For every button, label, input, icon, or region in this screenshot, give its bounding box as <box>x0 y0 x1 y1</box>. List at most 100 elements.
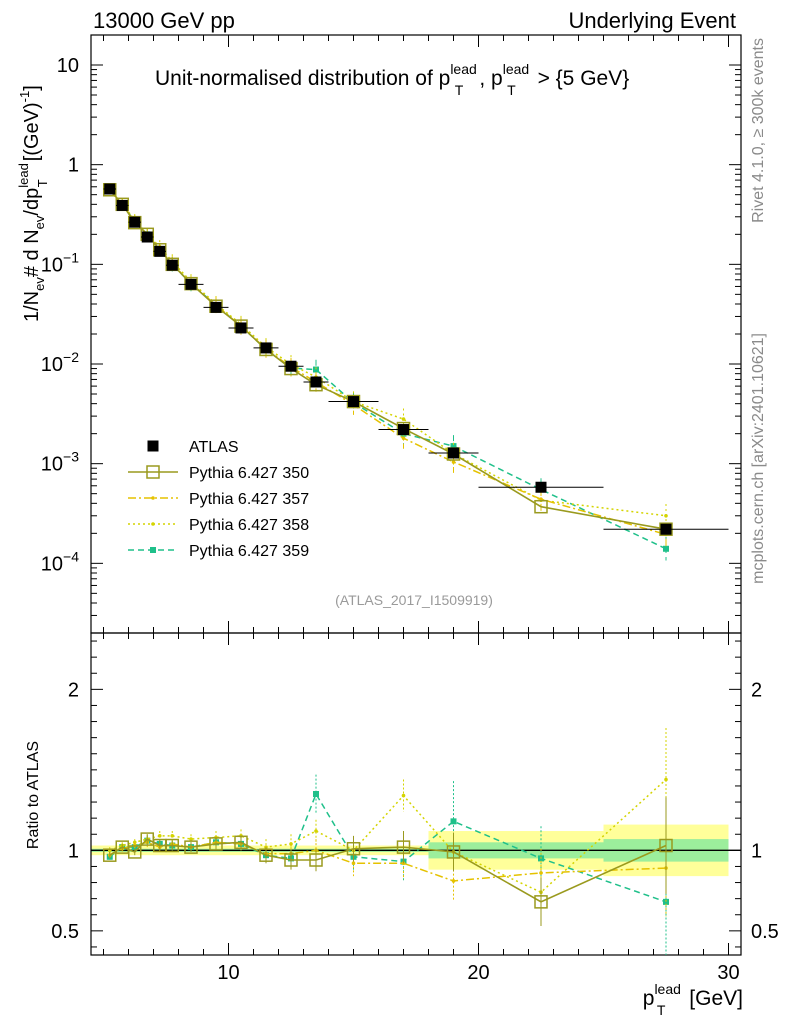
legend-marker <box>151 496 155 500</box>
legend-label: Pythia 6.427 357 <box>189 491 309 508</box>
y-tick-mantissa: 10 <box>41 354 63 376</box>
ratio-point-p350 <box>234 835 248 850</box>
xlabel-unit: [GeV] <box>683 987 743 1010</box>
y-tick-label: 10−1 <box>41 249 79 276</box>
legend-item-atlas: ATLAS <box>147 439 239 456</box>
y-tick-mantissa: 1 <box>68 155 79 177</box>
ylabel-b: ev <box>32 277 47 291</box>
y-tick-label: 10−3 <box>41 449 79 476</box>
plot-title: Unit-normalised distribution of plead T, … <box>155 61 629 98</box>
ratio-point-p357 <box>351 861 356 866</box>
ratio-point-p350 <box>184 840 198 854</box>
ratio-line-p358 <box>109 778 667 894</box>
point-p357 <box>451 460 456 464</box>
ratio-y-tick-label-left: 1 <box>68 840 79 862</box>
point-atlas <box>185 278 197 290</box>
point-atlas <box>310 376 322 388</box>
ratio-point-p358 <box>664 777 668 782</box>
title-text: Unit-normalised distribution of p <box>155 67 450 90</box>
legend: ATLAS Pythia 6.427 350 Pythia 6.427 357 Pyt… <box>128 439 309 560</box>
point-atlas <box>104 183 116 195</box>
legend-item-p359: Pythia 6.427 359 <box>128 543 309 560</box>
ylabel-j: ] <box>21 85 43 91</box>
ratio-point-p358 <box>170 834 175 838</box>
ratio-frame <box>90 632 742 956</box>
xlabel-base: p <box>643 987 655 1010</box>
title-sup1: lead <box>450 61 476 77</box>
y-tick-label: 10−4 <box>41 548 79 575</box>
title-sub2: T <box>507 82 516 98</box>
ylabel-c: # d N <box>21 229 43 277</box>
point-atlas <box>141 231 153 243</box>
point-p359 <box>450 443 457 450</box>
header-left: 13000 GeV pp <box>93 8 235 33</box>
ylabel-i: -1 <box>17 91 32 103</box>
ratio-point-p357 <box>539 871 543 875</box>
point-p358 <box>401 417 406 421</box>
title-sup2: lead <box>503 61 529 77</box>
ratio-point-p350 <box>396 840 411 854</box>
point-atlas <box>660 523 672 535</box>
ratio-point-p350 <box>346 841 361 856</box>
point-atlas <box>235 322 247 334</box>
point-atlas <box>535 481 547 493</box>
x-tick-label: 10 <box>217 962 239 984</box>
ratio-point-p350 <box>534 895 548 909</box>
series-p350 <box>103 183 673 536</box>
ratio-point-p350 <box>259 848 273 862</box>
ylabel-a: 1/N <box>21 291 43 322</box>
point-atlas <box>129 216 141 228</box>
ratio-point-p350 <box>103 848 117 862</box>
legend-item-p357: Pythia 6.427 357 <box>128 491 309 508</box>
mcplots-label: mcplots.cern.ch [arXiv:2401.10621] <box>750 333 767 584</box>
ratio-y-tick-label-right: 0.5 <box>751 921 779 943</box>
series-atlas <box>103 183 729 535</box>
rivet-label: Rivet 4.1.0, ≥ 300k events <box>750 38 767 223</box>
ratio-point-p358 <box>401 793 406 798</box>
ratio-point-p359 <box>450 818 457 825</box>
analysis-annotation: (ATLAS_2017_I1509919) <box>335 592 493 608</box>
y-tick-label: 10 <box>57 55 79 77</box>
ratio-point-p350 <box>128 845 142 859</box>
ratio-series-p358 <box>107 727 668 917</box>
point-p357 <box>401 436 406 441</box>
legend-marker <box>150 547 156 553</box>
point-p359 <box>313 366 319 373</box>
ratio-y-label: Ratio to ATLAS <box>25 741 42 849</box>
legend-item-p358: Pythia 6.427 358 <box>128 517 309 534</box>
ylabel-h: [(GeV) <box>21 102 43 161</box>
point-p359 <box>663 545 669 552</box>
ratio-point-p350 <box>209 837 223 851</box>
ratio-point-p350 <box>659 838 673 853</box>
ratio-y-tick-label-left: 2 <box>68 679 79 701</box>
legend-marker <box>147 440 159 452</box>
ratio-y-tick-label-right: 1 <box>751 840 762 862</box>
point-atlas <box>210 301 222 313</box>
title-sep: , p <box>479 67 502 90</box>
y-tick-exponent: −3 <box>63 449 79 465</box>
ratio-point-p357 <box>451 879 456 883</box>
ylabel-d: ev <box>32 215 47 229</box>
y-tick-mantissa: 10 <box>41 553 63 575</box>
point-p358 <box>664 513 668 518</box>
ylabel-g: T <box>35 179 50 187</box>
legend-label: ATLAS <box>189 439 239 456</box>
point-atlas <box>116 199 128 211</box>
ratio-point-p350 <box>165 838 179 853</box>
legend-label: Pythia 6.427 359 <box>189 543 309 560</box>
y-tick-label: 1 <box>68 155 79 177</box>
ratio-series-p350 <box>103 797 673 927</box>
legend-label: Pythia 6.427 350 <box>189 465 309 482</box>
y-tick-exponent: −4 <box>63 548 79 564</box>
point-atlas <box>166 259 178 271</box>
y-tick-exponent: −1 <box>63 249 79 265</box>
header-right: Underlying Event <box>568 8 736 33</box>
ylabel-e: /dp <box>21 188 43 216</box>
legend-marker <box>151 522 155 526</box>
ratio-point-p350 <box>284 853 298 867</box>
y-tick-label: 10−2 <box>41 349 79 376</box>
y-tick-mantissa: 10 <box>41 254 63 276</box>
xlabel-sub: T <box>657 1002 666 1018</box>
